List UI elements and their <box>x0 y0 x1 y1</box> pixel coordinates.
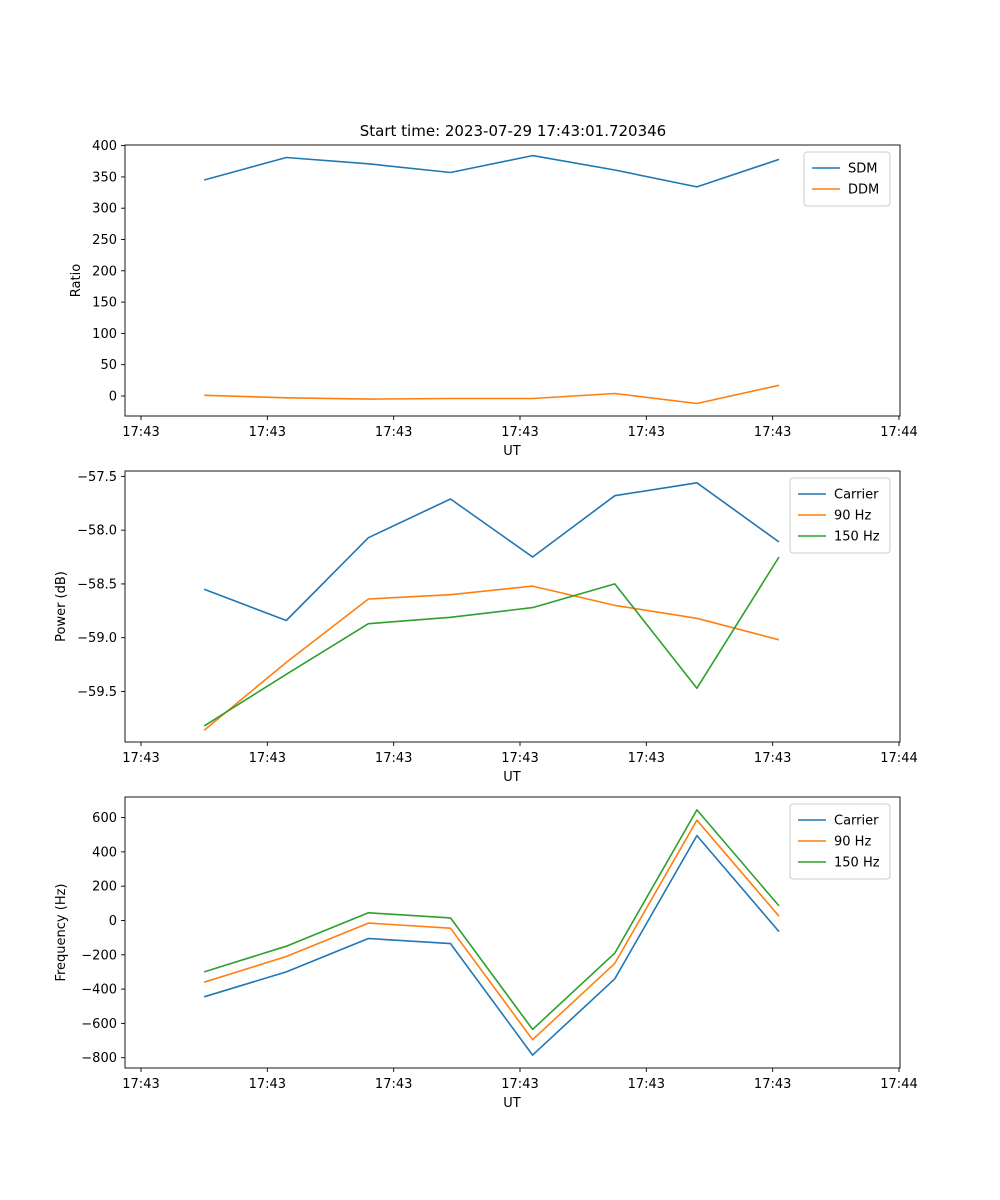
x-tick-label: 17:43 <box>122 425 159 440</box>
x-tick-label: 17:43 <box>501 425 538 440</box>
y-tick-label: −59.5 <box>77 685 117 700</box>
y-tick-label: 200 <box>92 880 117 895</box>
x-tick-label: 17:43 <box>375 751 412 766</box>
subplot-2: 17:43 17:43 17:43 17:43 17:43 17:43 17:44 −59.5… <box>54 470 918 785</box>
x-tick-label: 17:43 <box>754 425 791 440</box>
series-line-sdm <box>203 154 780 188</box>
y-tick-label: 100 <box>92 327 117 342</box>
y-tick-label: −400 <box>81 983 117 998</box>
legend-label-sdm: SDM <box>848 162 877 177</box>
series-line-150-hz <box>203 556 780 727</box>
subplot-3: 17:43 17:43 17:43 17:43 17:43 17:43 17:44 −800 −… <box>54 796 918 1111</box>
y-tick-label: 150 <box>92 296 117 311</box>
legend-label-150-hz: 150 Hz <box>834 856 880 871</box>
legend: Carrier 90 Hz 150 Hz <box>789 477 891 554</box>
legend-label-carrier: Carrier <box>834 488 879 503</box>
y-tick-label: 300 <box>92 202 117 217</box>
series-line-90-hz <box>203 819 780 1041</box>
x-tick-label: 17:43 <box>122 1077 159 1092</box>
y-tick-label: 400 <box>92 139 117 154</box>
axes-frame <box>124 144 901 417</box>
x-tick-label: 17:43 <box>754 1077 791 1092</box>
x-tick-label: 17:44 <box>880 425 917 440</box>
subplot-1: 17:43 17:43 17:43 17:43 17:43 17:43 17:44 0 50 10… <box>69 139 918 459</box>
y-tick-label: 200 <box>92 264 117 279</box>
y-tick-label: −800 <box>81 1051 117 1066</box>
x-tick-label: 17:43 <box>501 751 538 766</box>
legend-box <box>789 477 891 554</box>
x-tick-label: 17:43 <box>122 751 159 766</box>
series-line-90-hz <box>203 585 780 731</box>
y-tick-label: −58.0 <box>77 524 117 539</box>
y-axis-label: Ratio <box>69 264 84 297</box>
y-tick-label: 350 <box>92 170 117 185</box>
x-axis-label: UT <box>503 1096 521 1111</box>
x-tick-label: 17:43 <box>375 1077 412 1092</box>
y-tick-label: 600 <box>92 811 117 826</box>
x-tick-label: 17:43 <box>628 1077 665 1092</box>
series-line-carrier <box>203 834 780 1056</box>
series-line-ddm <box>204 384 780 405</box>
y-tick-label: 400 <box>92 845 117 860</box>
series-line-carrier <box>203 481 780 622</box>
x-tick-label: 17:43 <box>249 425 286 440</box>
legend-box <box>803 151 891 207</box>
legend-box <box>789 803 891 880</box>
y-axis-label: Power (dB) <box>54 571 69 642</box>
axes-frame <box>124 796 901 1069</box>
subplot-panels: 17:43 17:43 17:43 17:43 17:43 17:43 17:44 0 50 10… <box>54 139 918 1111</box>
legend-label-150-hz: 150 Hz <box>834 530 880 545</box>
x-tick-label: 17:43 <box>628 425 665 440</box>
series-line-150-hz <box>203 809 780 1031</box>
x-axis-label: UT <box>503 770 521 785</box>
axes-frame <box>124 470 901 743</box>
y-tick-label: 250 <box>92 233 117 248</box>
legend-label-carrier: Carrier <box>834 814 879 829</box>
x-tick-label: 17:44 <box>880 751 917 766</box>
x-tick-label: 17:43 <box>628 751 665 766</box>
y-tick-label: 50 <box>100 358 117 373</box>
x-axis-label: UT <box>503 444 521 459</box>
x-tick-label: 17:43 <box>754 751 791 766</box>
legend-label-90-hz: 90 Hz <box>834 835 871 850</box>
y-tick-label: −57.5 <box>77 470 117 485</box>
legend: SDM DDM <box>803 151 891 207</box>
y-tick-label: −59.0 <box>77 631 117 646</box>
x-tick-label: 17:43 <box>249 751 286 766</box>
legend: Carrier 90 Hz 150 Hz <box>789 803 891 880</box>
legend-label-ddm: DDM <box>848 183 879 198</box>
x-tick-label: 17:44 <box>880 1077 917 1092</box>
x-tick-label: 17:43 <box>375 425 412 440</box>
legend-label-90-hz: 90 Hz <box>834 509 871 524</box>
y-tick-label: −58.5 <box>77 577 117 592</box>
y-tick-label: −600 <box>81 1017 117 1032</box>
x-tick-label: 17:43 <box>501 1077 538 1092</box>
y-axis-label: Frequency (Hz) <box>54 883 69 981</box>
y-tick-label: 0 <box>109 914 117 929</box>
y-tick-label: 0 <box>109 389 117 404</box>
y-tick-label: −200 <box>81 948 117 963</box>
figure-title: Start time: 2023-07-29 17:43:01.720346 <box>360 122 666 140</box>
x-tick-label: 17:43 <box>249 1077 286 1092</box>
